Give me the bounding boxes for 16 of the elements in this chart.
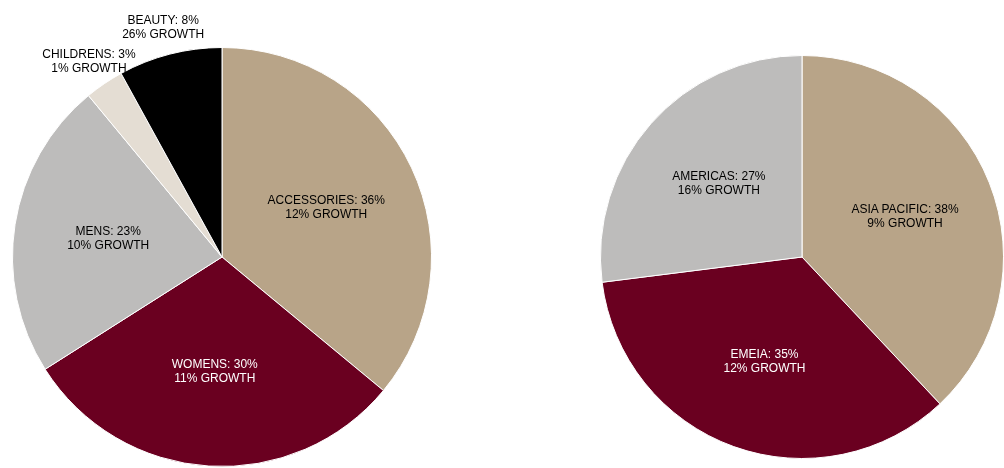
text: 12% GROWTH: [285, 207, 368, 222]
slice-label: WOMENS: 30%: [171, 357, 259, 372]
text: 11% GROWTH: [174, 371, 256, 386]
slice-label: BEAUTY: 8%: [127, 13, 200, 28]
slice-label: EMEIA: 35%: [730, 346, 799, 361]
slice-label: AMERICAS: 27%: [672, 169, 766, 184]
text: 1% GROWTH: [51, 60, 127, 75]
slice-label: ACCESSORIES: 36%: [267, 193, 386, 208]
text: 16% GROWTH: [677, 183, 760, 198]
text: 9% GROWTH: [867, 215, 943, 230]
text: 10% GROWTH: [67, 238, 150, 253]
slice-label: CHILDRENS: 3%: [42, 46, 136, 61]
slice-label: MENS: 23%: [75, 224, 142, 239]
text: 12% GROWTH: [723, 360, 806, 375]
text: 26% GROWTH: [122, 27, 205, 42]
slice-label: ASIA PACIFIC: 38%: [851, 201, 959, 216]
